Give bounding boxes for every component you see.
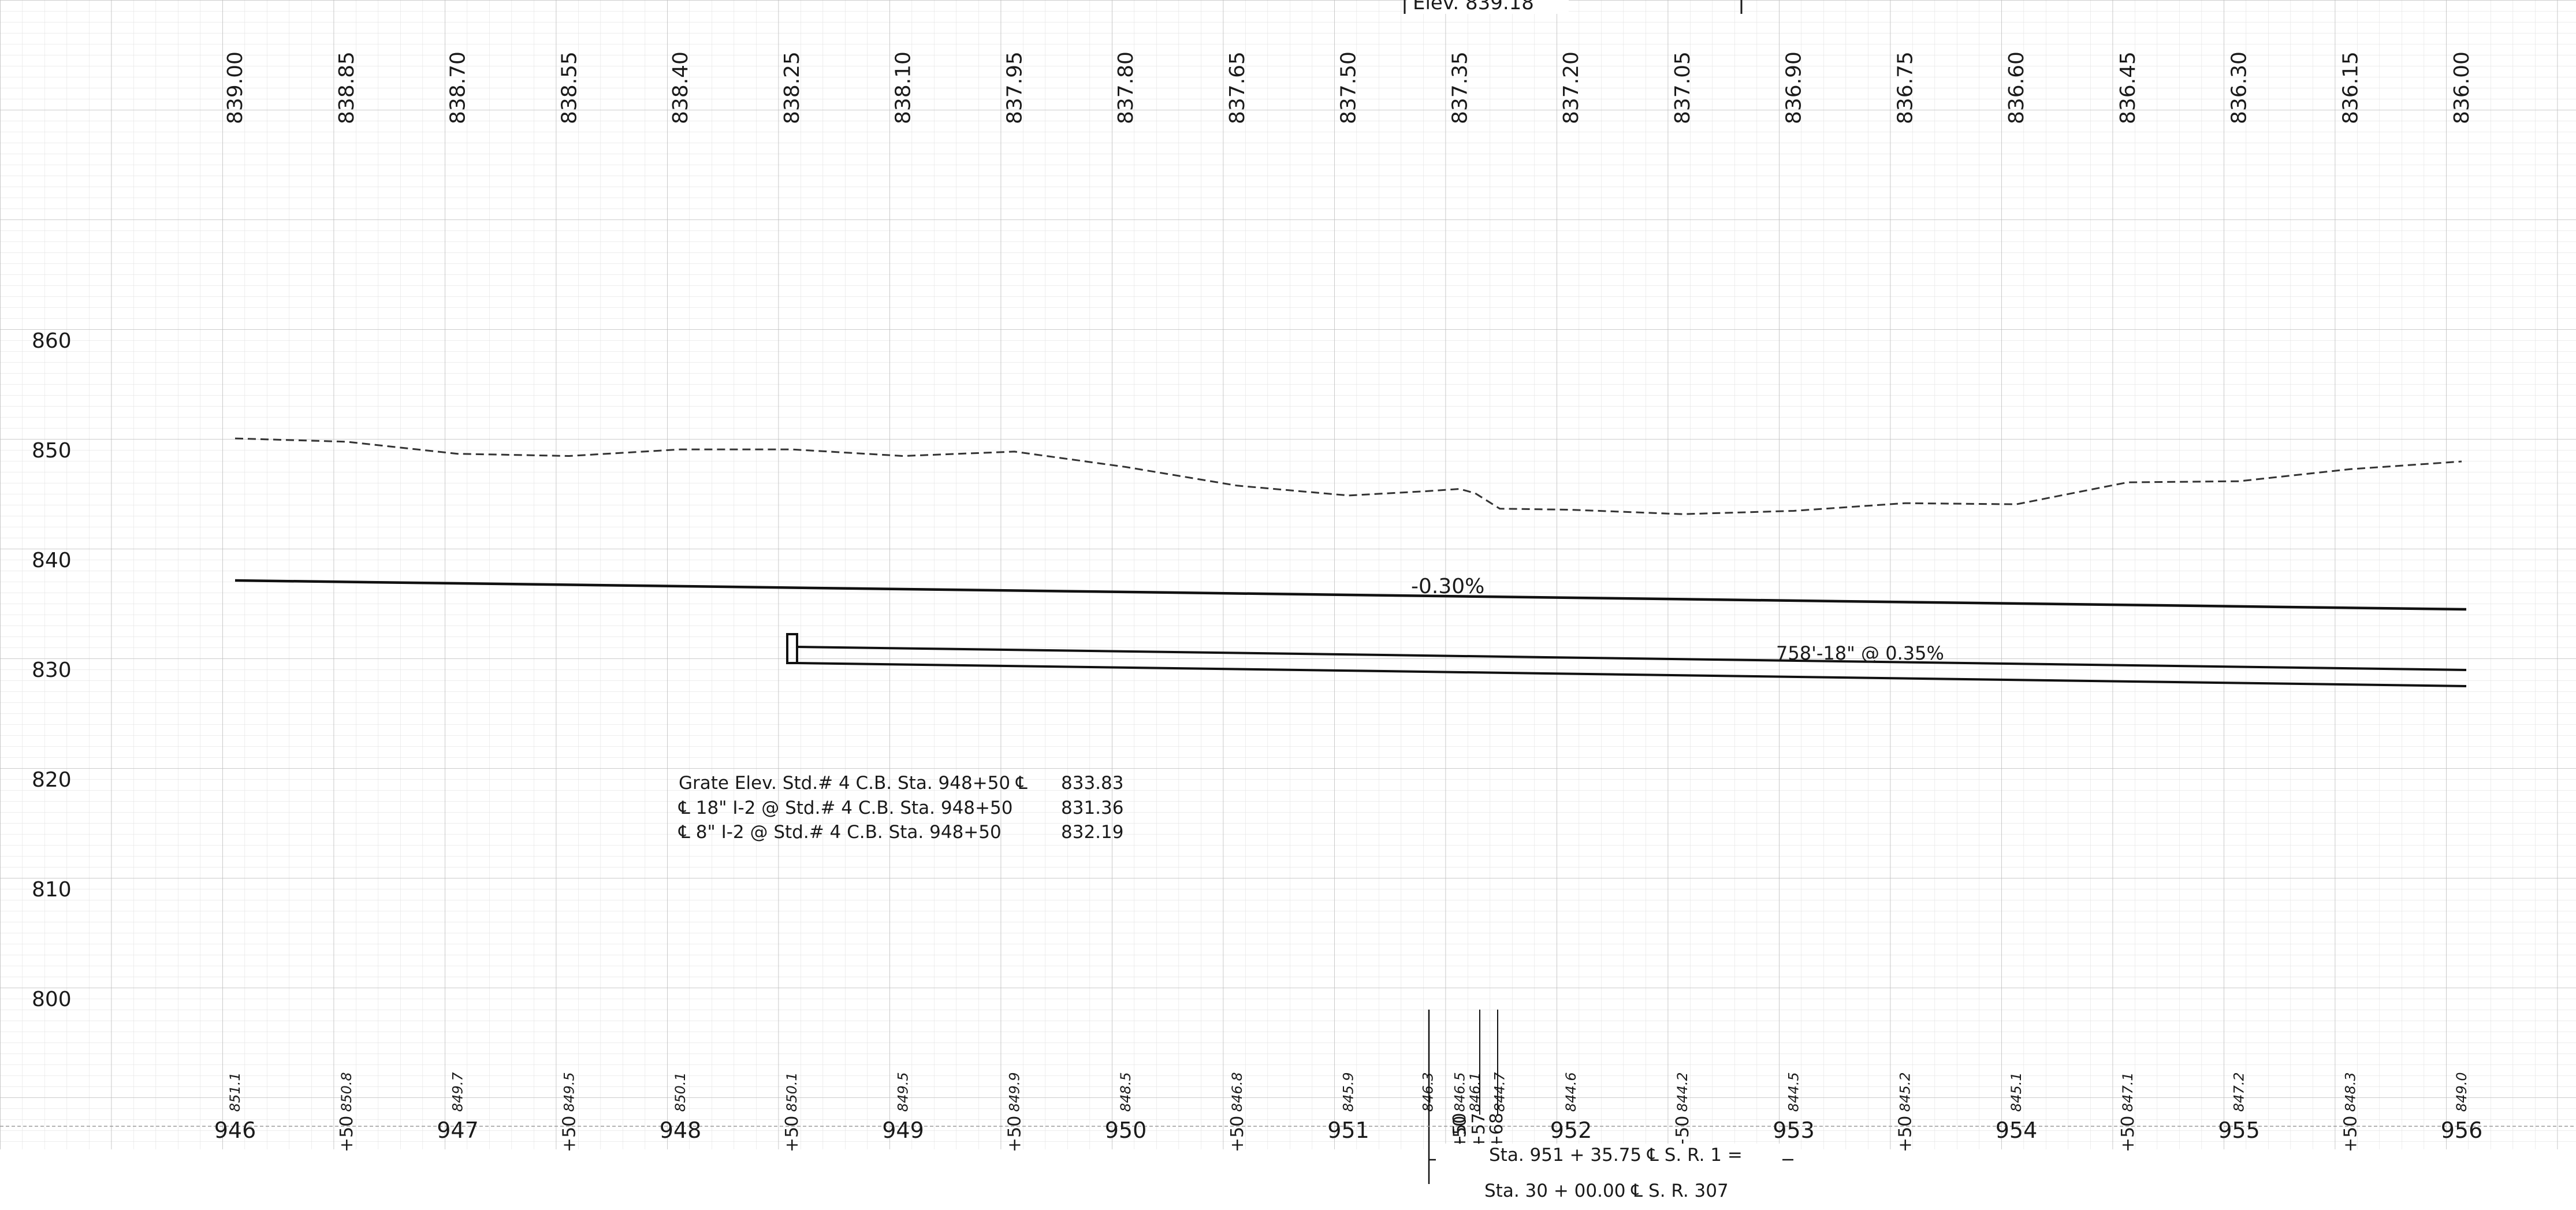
half-station-label: +50 bbox=[2340, 1116, 2361, 1152]
ground-elevation-label: 849.5 bbox=[895, 1072, 911, 1112]
grade-elevation-label: 838.25 bbox=[780, 51, 804, 124]
grade-elevation-label: 837.50 bbox=[1337, 51, 1361, 124]
ground-elevation-label: 845.1 bbox=[2008, 1072, 2024, 1112]
ground-elevation-label: 850.1 bbox=[784, 1072, 800, 1112]
station-label: 946 bbox=[214, 1118, 256, 1143]
note-grate-text: Grate Elev. Std.# 4 C.B. Sta. 948+50 ℄ bbox=[679, 773, 1028, 794]
ground-elevation-label: 849.7 bbox=[450, 1072, 466, 1112]
proposed-grade-line bbox=[234, 579, 2467, 611]
ground-elevation-label: 846.8 bbox=[1229, 1072, 1245, 1112]
ground-elevation-label: 849.5 bbox=[561, 1072, 577, 1112]
major-grid bbox=[0, 0, 2576, 1149]
extra-station-labels: +50 +57 +68 bbox=[1450, 1113, 1507, 1149]
ground-elevation-label: 845.2 bbox=[1897, 1072, 1913, 1112]
ground-elevation-label: 845.9 bbox=[1341, 1072, 1357, 1112]
ground-elevation-label: 844.2 bbox=[1674, 1072, 1691, 1112]
half-station-labels: +50 +50 +50 +50 +50 +50 +50 +50 +50 +50 bbox=[337, 1116, 2361, 1152]
ground-elevation-labels: 851.1 850.8 849.7 849.5 850.1 850.1 849.5 849.9… bbox=[227, 1072, 2470, 1112]
grade-elevation-label: 837.05 bbox=[1671, 51, 1695, 124]
grade-elevation-label: 836.75 bbox=[1893, 51, 1917, 124]
top-elevation-box: Elev. 839.18 bbox=[1404, 0, 1743, 14]
pipe-label: 758'-18" @ 0.35% bbox=[1776, 642, 1944, 664]
note-grate-value: 833.83 bbox=[1061, 773, 1123, 794]
equation-line-1: Sta. 951 + 35.75 ℄ S. R. 1 = bbox=[1489, 1145, 1743, 1166]
grade-elevation-label: 838.40 bbox=[669, 51, 693, 124]
grade-elevation-label: 837.20 bbox=[1559, 51, 1583, 124]
ground-elevation-label: 846.3 bbox=[1420, 1072, 1436, 1112]
ground-elevation-label: 847.2 bbox=[2231, 1072, 2247, 1112]
ground-elevation-label: 849.9 bbox=[1006, 1072, 1022, 1112]
station-label: 955 bbox=[2218, 1118, 2260, 1143]
elevation-axis-label: 860 bbox=[32, 329, 72, 353]
grade-elevation-label: 836.90 bbox=[1782, 51, 1806, 124]
extra-station-68: +68 bbox=[1487, 1113, 1507, 1149]
grade-elevation-label: 837.35 bbox=[1448, 51, 1472, 124]
elevation-axis-label: 820 bbox=[32, 768, 72, 792]
station-label: 949 bbox=[882, 1118, 924, 1143]
grade-elevation-label: 838.70 bbox=[446, 51, 470, 124]
station-label: 954 bbox=[1996, 1118, 2038, 1143]
existing-ground-profile-line bbox=[234, 437, 2462, 515]
ground-elevation-label: 844.7 bbox=[1492, 1072, 1508, 1112]
ground-elevation-label: 848.5 bbox=[1118, 1072, 1134, 1112]
half-station-label: +50 bbox=[559, 1116, 579, 1152]
note-8in-text: ℄ 8" I-2 @ Std.# 4 C.B. Sta. 948+50 bbox=[678, 822, 1002, 843]
ground-elevation-label: 851.1 bbox=[227, 1072, 243, 1112]
elevation-axis-label: 840 bbox=[32, 549, 72, 572]
equation-line-2: Sta. 30 + 00.00 ℄ S. R. 307 bbox=[1484, 1181, 1729, 1201]
grade-elevation-label: 837.80 bbox=[1114, 51, 1138, 124]
ground-elevation-label: 849.0 bbox=[2454, 1072, 2470, 1112]
half-station-label: +50 bbox=[1004, 1116, 1025, 1152]
elevation-axis-label: 830 bbox=[32, 658, 72, 682]
note-18in-text: ℄ 18" I-2 @ Std.# 4 C.B. Sta. 948+50 bbox=[678, 798, 1012, 818]
grade-elevation-label: 838.85 bbox=[335, 51, 359, 124]
note-8in-value: 832.19 bbox=[1061, 822, 1123, 843]
elevation-axis-labels: 860 850 840 830 820 810 800 bbox=[32, 329, 72, 1011]
grade-elevation-label: 836.00 bbox=[2450, 51, 2474, 124]
grade-elevation-label: 837.65 bbox=[1226, 51, 1249, 124]
ground-elevation-label: 848.3 bbox=[2342, 1072, 2358, 1112]
half-station-label: +50 bbox=[2118, 1116, 2138, 1152]
grade-elevation-label: 838.55 bbox=[557, 51, 581, 124]
extra-station-50: +50 bbox=[1450, 1113, 1470, 1149]
elevation-axis-label: 800 bbox=[32, 988, 72, 1011]
grade-elevation-label: 836.60 bbox=[2005, 51, 2028, 124]
ground-elevation-label: 847.1 bbox=[2120, 1072, 2136, 1112]
ground-elevation-label: 846.5 bbox=[1451, 1072, 1468, 1112]
station-label: 956 bbox=[2441, 1118, 2483, 1143]
grade-elevation-label: 837.95 bbox=[1003, 51, 1026, 124]
elevation-axis-label: 810 bbox=[32, 878, 72, 902]
grade-elevation-label: 838.10 bbox=[892, 51, 915, 124]
station-label: 947 bbox=[437, 1118, 479, 1143]
ground-elevation-label: 844.5 bbox=[1786, 1072, 1802, 1112]
station-label: 952 bbox=[1550, 1118, 1592, 1143]
extra-station-57: +57 bbox=[1469, 1113, 1489, 1149]
half-station-label: +50 bbox=[1227, 1116, 1248, 1152]
station-label: 951 bbox=[1327, 1118, 1369, 1143]
half-station-label: +50 bbox=[1895, 1116, 1915, 1152]
catch-basin-notes: Grate Elev. Std.# 4 C.B. Sta. 948+50 ℄ 8… bbox=[678, 773, 1123, 843]
ground-elevation-label: 850.1 bbox=[672, 1072, 688, 1112]
grade-elevation-label: 836.45 bbox=[2116, 51, 2140, 124]
note-18in-value: 831.36 bbox=[1061, 798, 1123, 818]
grade-elevation-label: 836.30 bbox=[2228, 51, 2251, 124]
grade-elevation-label: 836.15 bbox=[2339, 51, 2362, 124]
ground-elevation-label: 844.6 bbox=[1563, 1072, 1579, 1112]
half-station-label: +50 bbox=[337, 1116, 357, 1152]
station-label: 950 bbox=[1105, 1118, 1147, 1143]
top-elev-label: Elev. 839.18 bbox=[1413, 0, 1534, 14]
half-station-label: +50 bbox=[782, 1116, 802, 1152]
ground-elevation-label: 850.8 bbox=[338, 1072, 355, 1112]
elevation-axis-label: 850 bbox=[32, 439, 72, 463]
station-labels: 946 947 948 949 950 951 952 953 954 955 956 bbox=[214, 1118, 2483, 1143]
station-label: 948 bbox=[660, 1118, 702, 1143]
ground-elevation-label: 846.1 bbox=[1467, 1072, 1483, 1112]
storm-pipe bbox=[786, 633, 2467, 687]
grade-elevation-labels: 839.00 838.85 838.70 838.55 838.40 838.25 838.… bbox=[224, 51, 2474, 124]
station-label: 953 bbox=[1773, 1118, 1815, 1143]
proposed-grade-label: -0.30% bbox=[1411, 575, 1484, 598]
grade-elevation-label: 839.00 bbox=[224, 51, 247, 124]
